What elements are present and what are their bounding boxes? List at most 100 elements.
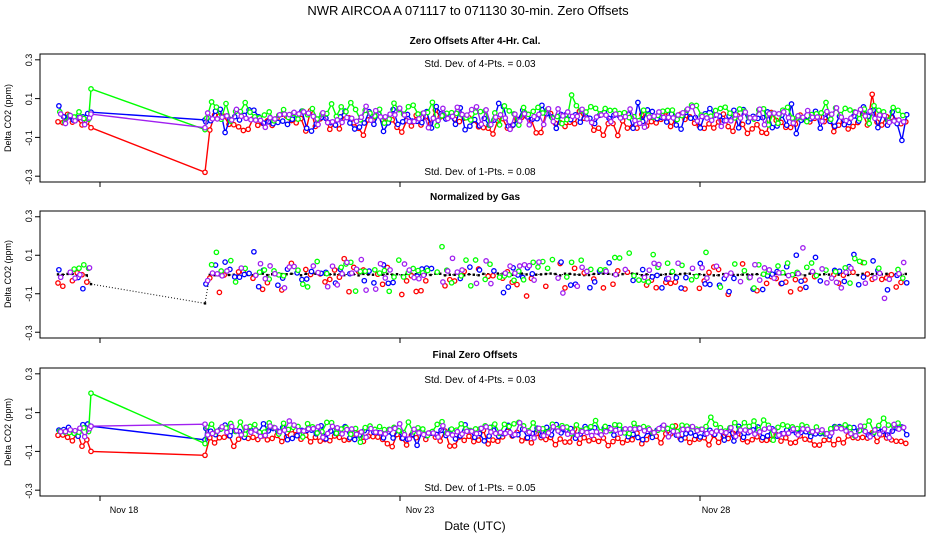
panel-3-series-purple-point-93 — [608, 426, 614, 432]
panel-1-series-purple-point-90 — [593, 114, 600, 120]
panel-2-reference-point-48 — [395, 272, 399, 276]
panel-1-series-purple-point-26 — [286, 111, 293, 118]
panel-3-series-purple-point-112 — [699, 426, 705, 433]
panel-3-series-red-point-69 — [494, 438, 501, 445]
panel-2-reference-point-131 — [794, 273, 797, 276]
panel-2-series-green-point-97 — [635, 277, 642, 283]
panel-1-annot-top: Std. Dev. of 4-Pts. = 0.03 — [424, 59, 536, 70]
panel-2-series-blue-point-135 — [817, 278, 824, 284]
panel-3-series-purple-point-36 — [334, 424, 341, 431]
panel-1-series-purple-point-122 — [747, 115, 753, 121]
panel-3-series-purple-point-99 — [636, 425, 643, 432]
panel-1-series-blue-point-102 — [649, 108, 656, 115]
panel-3-series-red-point-113 — [706, 442, 712, 448]
panel-3-series-purple-point-49 — [396, 420, 403, 427]
panel-3-series-red-point-22 — [269, 435, 276, 442]
panel-3-series-red-point-36 — [336, 434, 343, 441]
panel-2-series-purple-point-92 — [612, 271, 619, 278]
panel-1-series-purple-point-27 — [291, 109, 297, 116]
panel-3-series-purple-point-74 — [516, 419, 523, 426]
panel-1-series-purple-point-73 — [512, 111, 518, 118]
panel-2-reference-point-1 — [61, 273, 64, 276]
panel-3-series-blue-point-21 — [260, 420, 267, 427]
panel-3-series-purple-point-32 — [315, 423, 321, 430]
panel-3-series-green-point-49 — [395, 427, 402, 434]
panel-2-series-purple-point-8 — [209, 270, 216, 276]
panel-3-series-green-point-54 — [419, 426, 426, 432]
panel-2-reference-point-103 — [659, 273, 663, 277]
panel-3-series-green-point-32 — [314, 430, 321, 436]
panel-3-series-purple-point-1 — [62, 428, 69, 435]
panel-3-series-purple-point-154 — [900, 424, 907, 431]
panel-1-series-purple-point-130 — [785, 114, 792, 121]
panel-1-series-green-point-7 — [88, 86, 94, 92]
panel-2-series-green-point-121 — [751, 285, 757, 291]
panel-1-series-blue-point-87 — [577, 119, 584, 126]
panel-3-series-green-point-130 — [784, 423, 791, 429]
panel-2-reference-point-0 — [56, 273, 60, 276]
panel-2-reference-point-34 — [328, 273, 331, 276]
panel-3-series-green-point-128 — [775, 424, 781, 431]
panel-1-series-red-point-8 — [202, 169, 208, 176]
panel-3-series-red-point-87 — [581, 434, 588, 441]
panel-1-series-purple-point-22 — [267, 114, 273, 121]
panel-3-frame — [39, 367, 926, 497]
panel-2-series-red-point-6 — [83, 279, 90, 285]
panel-1-series-purple-point-47 — [387, 111, 393, 118]
panel-2-reference-point-136 — [818, 273, 821, 276]
panel-2-ytick-0: 0.3 — [24, 210, 34, 223]
panel-1-series-purple-point-37 — [339, 119, 345, 126]
panel-2-reference-point-20 — [261, 272, 264, 275]
panel-1-series-red-point-51 — [408, 123, 415, 129]
panel-1-series-green-point-40 — [352, 106, 359, 113]
panel-1-series-green-point-25 — [280, 106, 287, 113]
panel-2-reference-point-144 — [856, 273, 859, 277]
panel-1-series-red-point-68 — [490, 131, 496, 137]
panel-2-series-purple-point-149 — [886, 276, 893, 283]
panel-1-series-blue-point-107 — [673, 122, 680, 128]
panel-2-series-blue-point-111 — [702, 281, 708, 287]
panel-1-series-purple-point-81 — [550, 118, 557, 125]
panel-2-reference-point-81 — [554, 272, 557, 276]
panel-1-series-purple-point-125 — [761, 121, 768, 128]
panel-3-series-red-point-139 — [830, 441, 837, 448]
panel-1-series-purple-point-43 — [368, 117, 374, 124]
panel-1-series-red-point-90 — [595, 125, 602, 132]
panel-2-series-purple-point-71 — [512, 270, 518, 277]
panel-1-series-red-point-142 — [845, 126, 852, 132]
panel-2-series-purple-point-147 — [876, 270, 883, 277]
panel-3-series-red-point-21 — [264, 436, 271, 443]
panel-3-series-purple-point-64 — [468, 428, 475, 435]
panel-1-series-green-point-93 — [607, 107, 613, 114]
panel-3-series-blue-point-117 — [721, 437, 728, 443]
panel-3-series-purple-point-102 — [651, 429, 657, 436]
panel-3-series-red-point-47 — [389, 443, 396, 450]
panel-2-series-green-point-75 — [530, 259, 537, 266]
panel-3-series-purple-point-87 — [579, 428, 585, 435]
panel-3-series-red-point-60 — [451, 443, 458, 449]
panel-3-series-purple-point-3 — [72, 427, 78, 434]
panel-2-series-purple-point-98 — [641, 274, 648, 281]
panel-2-ytick-2: -0.1 — [24, 286, 34, 302]
panel-1-series-purple-point-52 — [411, 118, 417, 125]
panel-3-series-red-point-136 — [816, 442, 823, 448]
panel-1-series-purple-point-91 — [598, 112, 605, 118]
panel-1-series-green-point-153 — [895, 107, 901, 114]
panel-1-series-purple-point-24 — [276, 111, 283, 118]
panel-1-series-purple-point-123 — [752, 115, 758, 121]
panel-3-series-green-point-45 — [376, 423, 383, 430]
panel-2-series-purple-point-52 — [420, 272, 427, 279]
panel-1-series-blue-point-140 — [831, 123, 838, 130]
panel-2-series-purple-point-101 — [656, 261, 662, 268]
panel-3-series-purple-point-129 — [780, 430, 787, 437]
panel-2-series-red-point-74 — [523, 293, 530, 299]
panel-3-series-purple-point-70 — [497, 429, 504, 436]
panel-3-series-purple-point-48 — [392, 425, 398, 432]
panel-2-series-purple-point-74 — [526, 262, 533, 269]
panel-2-series-purple-point-135 — [819, 266, 825, 272]
panel-2-series-purple-point-100 — [651, 260, 657, 267]
panel-1-series-green-point-116 — [717, 105, 724, 112]
panel-2-series-purple-point-94 — [622, 266, 629, 273]
panel-2-series-green-point-134 — [813, 272, 820, 279]
panel-2-series-red-point-105 — [672, 279, 679, 285]
